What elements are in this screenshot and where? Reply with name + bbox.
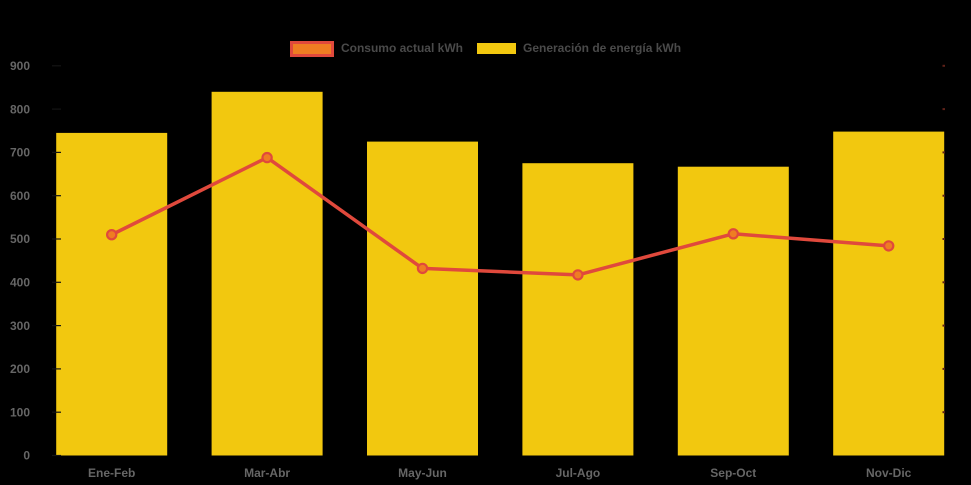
legend-item-generacion[interactable]: Generación de energía kWh — [476, 40, 682, 57]
x-axis-label-sep-oct: Sep-Oct — [710, 466, 756, 480]
y-axis-label: 300 — [10, 319, 30, 333]
y-axis-label: 600 — [10, 189, 30, 203]
line-point-jul-ago[interactable] — [572, 269, 584, 281]
bar-jul-ago[interactable] — [522, 163, 634, 456]
y-axis-label: 200 — [10, 362, 30, 376]
y-axis-tick-right — [942, 194, 945, 197]
y-axis-tick — [52, 108, 61, 110]
y-axis-label: 500 — [10, 232, 30, 246]
y-axis-tick-right — [942, 411, 945, 414]
y-axis-label: 100 — [10, 405, 30, 419]
x-axis-label-may-jun: May-Jun — [398, 466, 447, 480]
y-axis-tick — [52, 411, 61, 413]
line-point-nov-dic[interactable] — [883, 240, 895, 252]
line-point-sep-oct[interactable] — [727, 228, 740, 240]
y-axis-tick-right — [942, 324, 945, 327]
legend: Consumo actual kWh Generación de energía… — [0, 40, 971, 57]
line-point-may-jun[interactable] — [416, 262, 429, 275]
bar-mar-abr[interactable] — [211, 91, 323, 456]
line-series-swatch-icon — [289, 40, 334, 57]
line-point-ene-feb[interactable] — [105, 228, 118, 241]
y-axis-tick-right — [942, 151, 945, 154]
y-axis-label: 400 — [10, 276, 30, 290]
y-axis-tick — [52, 151, 61, 153]
x-axis-label-ene-feb: Ene-Feb — [88, 466, 135, 480]
bar-series-swatch-icon — [476, 43, 516, 54]
y-axis-tick — [52, 281, 61, 283]
y-axis-tick-right — [942, 238, 945, 240]
x-axis-label-mar-abr: Mar-Abr — [244, 466, 290, 480]
y-axis-label: 0 — [23, 449, 30, 463]
y-axis-label: 800 — [10, 102, 30, 116]
bar-sep-oct[interactable] — [677, 166, 789, 456]
y-axis-tick — [52, 65, 61, 67]
y-axis-tick-right — [942, 367, 945, 370]
y-axis-tick — [52, 238, 61, 240]
y-axis-tick-right — [942, 108, 945, 111]
y-axis-tick — [52, 368, 61, 370]
legend-item-consumo[interactable]: Consumo actual kWh — [289, 40, 463, 57]
legend-label-generacion: Generación de energía kWh — [522, 41, 682, 55]
y-axis-tick — [52, 454, 61, 457]
bar-ene-feb[interactable] — [56, 132, 168, 456]
y-axis-label: 900 — [10, 59, 30, 73]
x-axis-label-nov-dic: Nov-Dic — [866, 466, 912, 480]
y-axis-label: 700 — [10, 146, 30, 160]
y-axis-tick-right — [942, 64, 945, 67]
bar-may-jun[interactable] — [367, 141, 478, 456]
y-axis-tick — [52, 325, 61, 327]
y-axis-tick — [52, 195, 61, 197]
line-point-mar-abr[interactable] — [261, 151, 273, 164]
legend-label-consumo: Consumo actual kWh — [340, 41, 463, 55]
y-axis-tick-right — [942, 281, 945, 284]
x-axis-label-jul-ago: Jul-Ago — [556, 466, 601, 480]
bar-nov-dic[interactable] — [833, 131, 945, 456]
consumption-line[interactable] — [109, 155, 891, 277]
